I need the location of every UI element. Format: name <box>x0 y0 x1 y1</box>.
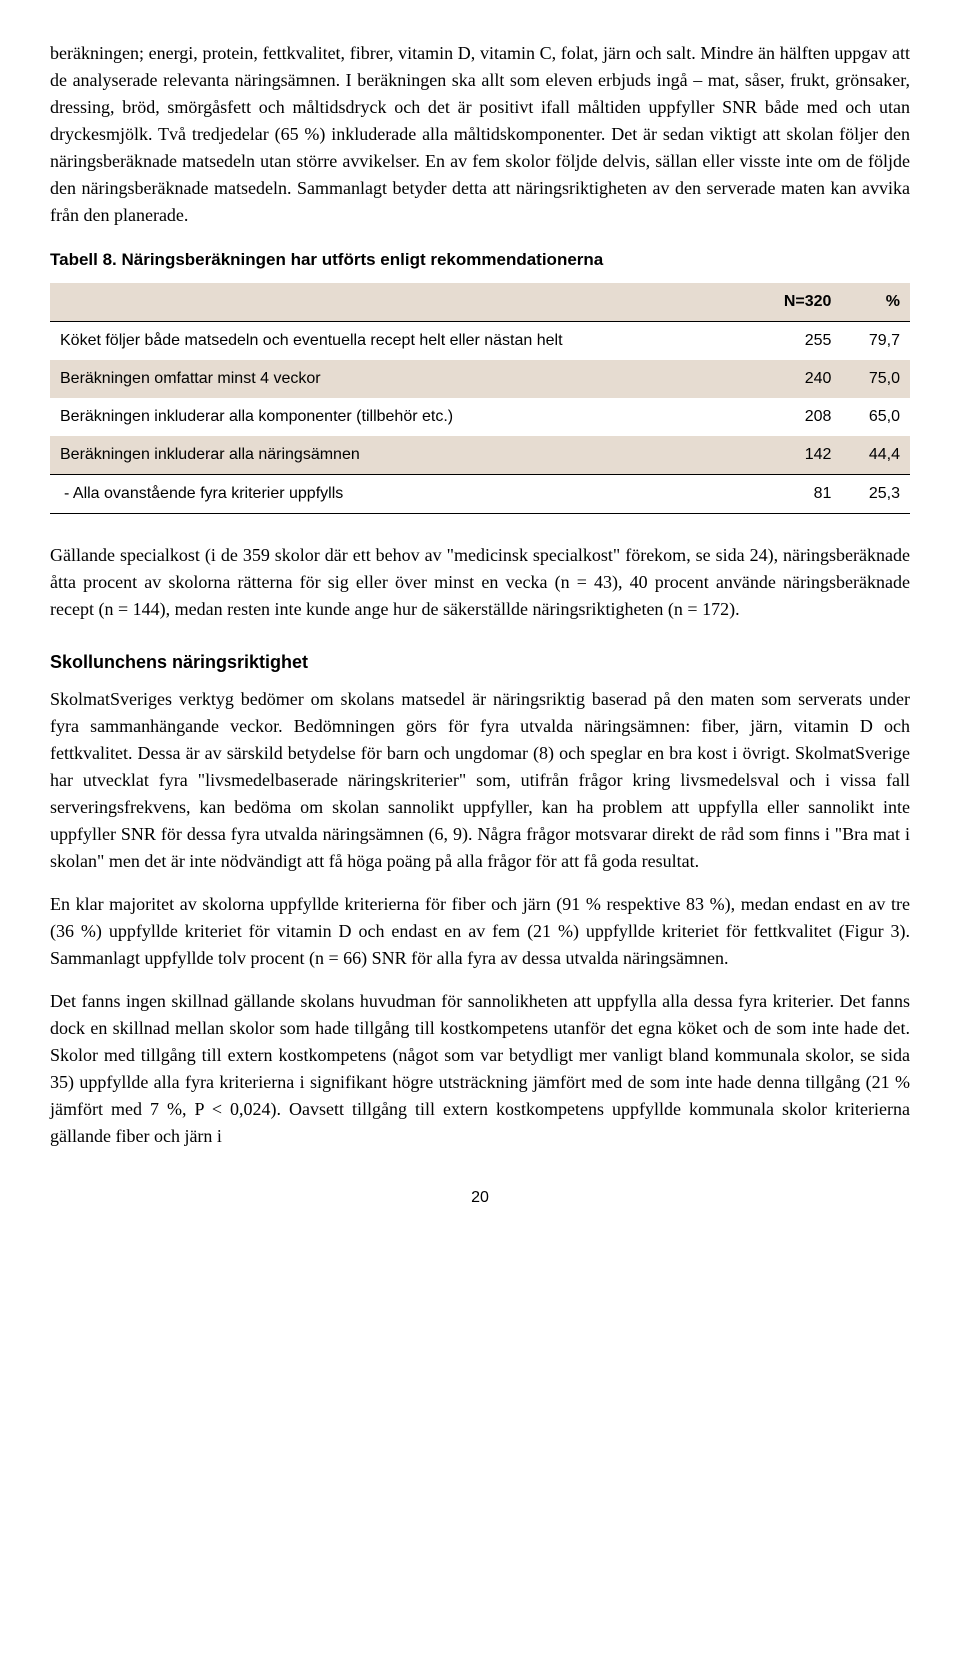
table-cell-n: 208 <box>751 398 842 436</box>
table-cell-label: Beräkningen omfattar minst 4 veckor <box>50 360 751 398</box>
table-cell-label: Beräkningen inkluderar alla näringsämnen <box>50 436 751 475</box>
table-cell-label: Beräkningen inkluderar alla komponenter … <box>50 398 751 436</box>
paragraph: beräkningen; energi, protein, fettkvalit… <box>50 40 910 229</box>
table-cell-pct: 44,4 <box>841 436 910 475</box>
paragraph: SkolmatSveriges verktyg bedömer om skola… <box>50 686 910 875</box>
table-cell-n: 142 <box>751 436 842 475</box>
table-cell-pct: 25,3 <box>841 474 910 513</box>
table-cell-pct: 65,0 <box>841 398 910 436</box>
nutrition-table: N=320 % Köket följer både matsedeln och … <box>50 283 910 514</box>
table-caption: Tabell 8. Näringsberäkningen har utförts… <box>50 247 910 273</box>
section-heading: Skollunchens näringsriktighet <box>50 649 910 676</box>
table-row: Beräkningen omfattar minst 4 veckor 240 … <box>50 360 910 398</box>
table-header-row: N=320 % <box>50 283 910 322</box>
table-footer-row: - Alla ovanstående fyra kriterier uppfyl… <box>50 474 910 513</box>
table-cell-n: 255 <box>751 321 842 360</box>
table-cell-label: - Alla ovanstående fyra kriterier uppfyl… <box>50 474 751 513</box>
table-row: Beräkningen inkluderar alla näringsämnen… <box>50 436 910 475</box>
table-cell-pct: 75,0 <box>841 360 910 398</box>
paragraph: Gällande specialkost (i de 359 skolor dä… <box>50 542 910 623</box>
page-number: 20 <box>50 1186 910 1210</box>
table-row: Beräkningen inkluderar alla komponenter … <box>50 398 910 436</box>
table-cell-label: Köket följer både matsedeln och eventuel… <box>50 321 751 360</box>
table-row: Köket följer både matsedeln och eventuel… <box>50 321 910 360</box>
table-cell-pct: 79,7 <box>841 321 910 360</box>
table-cell-n: 81 <box>751 474 842 513</box>
paragraph: En klar majoritet av skolorna uppfyllde … <box>50 891 910 972</box>
paragraph: Det fanns ingen skillnad gällande skolan… <box>50 988 910 1150</box>
table-cell-n: 240 <box>751 360 842 398</box>
table-header-n: N=320 <box>751 283 842 322</box>
table-header-empty <box>50 283 751 322</box>
table-header-pct: % <box>841 283 910 322</box>
